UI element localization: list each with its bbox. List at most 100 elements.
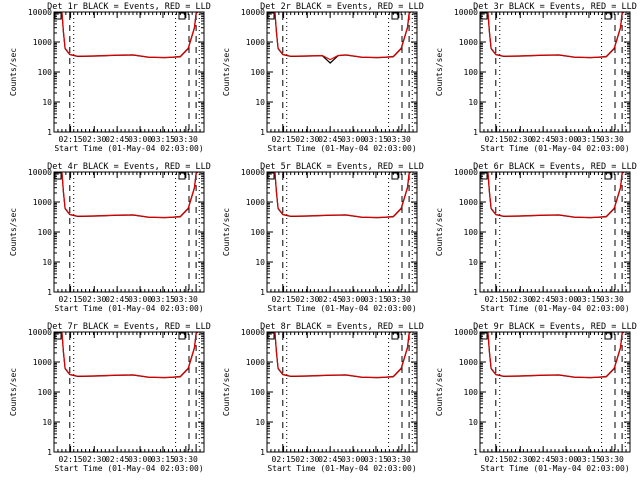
x-tick-label: 02:15 bbox=[59, 135, 83, 144]
series-lld bbox=[61, 331, 199, 379]
corner-box-left bbox=[54, 332, 62, 340]
y-tick-label: 1000 bbox=[246, 358, 265, 367]
corner-box-right bbox=[178, 12, 186, 20]
y-tick-label: 100 bbox=[251, 388, 266, 397]
x-tick-label: 03:30 bbox=[600, 135, 624, 144]
x-tick-label: 03:00 bbox=[554, 295, 578, 304]
x-tick-label: 02:15 bbox=[272, 455, 296, 464]
series-events bbox=[61, 331, 199, 379]
plot-frame bbox=[53, 331, 205, 453]
x-tick-label: 02:30 bbox=[82, 135, 106, 144]
y-tick-label: 100 bbox=[251, 228, 266, 237]
panel-title: Det 2r BLACK = Events, RED = LLD bbox=[260, 2, 424, 12]
y-axis-label: Counts/sec bbox=[222, 48, 231, 96]
corner-box-right bbox=[604, 12, 612, 20]
corner-box-right bbox=[178, 332, 186, 340]
y-tick-label: 100 bbox=[464, 228, 479, 237]
y-axis-label: Counts/sec bbox=[9, 48, 18, 96]
y-tick-label: 100 bbox=[464, 388, 479, 397]
y-axis-label: Counts/sec bbox=[435, 208, 444, 256]
x-tick-label: 02:15 bbox=[485, 295, 509, 304]
plot-frame bbox=[479, 11, 631, 133]
x-tick-label: 03:15 bbox=[364, 295, 388, 304]
y-tick-label: 1 bbox=[47, 448, 52, 457]
y-tick-label: 1000 bbox=[459, 198, 478, 207]
y-axis-label: Counts/sec bbox=[435, 48, 444, 96]
x-tick-label: 03:30 bbox=[174, 455, 198, 464]
panel-det-8: Det 8r BLACK = Events, RED = LLD Counts/s… bbox=[222, 322, 424, 473]
y-tick-label: 10000 bbox=[241, 168, 265, 177]
series-events bbox=[61, 11, 199, 59]
x-tick-label: 03:30 bbox=[387, 455, 411, 464]
panel-det-9: Det 9r BLACK = Events, RED = LLD Counts/s… bbox=[435, 322, 637, 473]
x-tick-label: 03:00 bbox=[341, 455, 365, 464]
corner-box-left bbox=[480, 12, 488, 20]
panel-det-6: Det 6r BLACK = Events, RED = LLD Counts/s… bbox=[435, 162, 637, 313]
series-events bbox=[274, 171, 412, 219]
y-tick-label: 1 bbox=[260, 448, 265, 457]
corner-box-left bbox=[54, 12, 62, 20]
x-tick-label: 03:30 bbox=[600, 455, 624, 464]
x-tick-label: 03:00 bbox=[128, 295, 152, 304]
corner-box-right bbox=[391, 172, 399, 180]
corner-box-right bbox=[391, 332, 399, 340]
x-tick-label: 03:30 bbox=[387, 135, 411, 144]
y-tick-label: 1 bbox=[260, 128, 265, 137]
x-tick-label: 02:15 bbox=[59, 295, 83, 304]
panel-det-3: Det 3r BLACK = Events, RED = LLD Counts/s… bbox=[435, 2, 637, 153]
x-tick-label: 03:00 bbox=[554, 455, 578, 464]
corner-box-left bbox=[480, 332, 488, 340]
y-tick-label: 10 bbox=[468, 418, 478, 427]
x-tick-label: 03:15 bbox=[577, 295, 601, 304]
x-tick-label: 03:30 bbox=[174, 295, 198, 304]
x-tick-label: 02:45 bbox=[318, 455, 342, 464]
plot-frame bbox=[53, 171, 205, 293]
series-lld bbox=[487, 11, 625, 59]
x-axis-label: Start Time (01-May-04 02:03:00) bbox=[480, 144, 629, 153]
y-tick-label: 100 bbox=[38, 68, 53, 77]
y-tick-label: 1000 bbox=[33, 198, 52, 207]
corner-box-right bbox=[604, 332, 612, 340]
y-tick-label: 100 bbox=[38, 228, 53, 237]
series-lld bbox=[274, 11, 412, 61]
y-tick-label: 10000 bbox=[28, 328, 52, 337]
y-tick-label: 10000 bbox=[28, 168, 52, 177]
y-tick-label: 100 bbox=[464, 68, 479, 77]
series-events bbox=[487, 331, 625, 379]
x-tick-label: 02:45 bbox=[105, 455, 129, 464]
x-tick-label: 02:30 bbox=[508, 295, 532, 304]
x-axis-label: Start Time (01-May-04 02:03:00) bbox=[480, 304, 629, 313]
x-axis-label: Start Time (01-May-04 02:03:00) bbox=[54, 464, 203, 473]
x-tick-label: 03:00 bbox=[128, 455, 152, 464]
y-tick-label: 10000 bbox=[28, 8, 52, 17]
y-tick-label: 10 bbox=[42, 98, 52, 107]
y-tick-label: 10 bbox=[255, 258, 265, 267]
y-tick-label: 100 bbox=[251, 68, 266, 77]
panel-title: Det 5r BLACK = Events, RED = LLD bbox=[260, 162, 424, 172]
x-axis-label: Start Time (01-May-04 02:03:00) bbox=[267, 464, 416, 473]
panel-title: Det 4r BLACK = Events, RED = LLD bbox=[47, 162, 211, 172]
plot-frame bbox=[479, 331, 631, 453]
y-axis-label: Counts/sec bbox=[222, 208, 231, 256]
series-events bbox=[487, 171, 625, 219]
x-tick-label: 02:45 bbox=[105, 135, 129, 144]
y-tick-label: 10 bbox=[255, 418, 265, 427]
y-tick-label: 1 bbox=[473, 128, 478, 137]
x-tick-label: 03:00 bbox=[341, 135, 365, 144]
x-tick-label: 02:15 bbox=[59, 455, 83, 464]
x-axis-label: Start Time (01-May-04 02:03:00) bbox=[54, 144, 203, 153]
y-tick-label: 10 bbox=[468, 98, 478, 107]
x-tick-label: 02:30 bbox=[295, 135, 319, 144]
y-tick-label: 1000 bbox=[33, 358, 52, 367]
panel-det-2: Det 2r BLACK = Events, RED = LLD Counts/s… bbox=[222, 2, 424, 153]
plot-frame bbox=[266, 11, 418, 133]
x-tick-label: 03:30 bbox=[174, 135, 198, 144]
y-tick-label: 10000 bbox=[454, 168, 478, 177]
x-axis-label: Start Time (01-May-04 02:03:00) bbox=[267, 144, 416, 153]
x-tick-label: 02:45 bbox=[318, 135, 342, 144]
y-tick-label: 1 bbox=[473, 288, 478, 297]
x-tick-label: 02:45 bbox=[531, 135, 555, 144]
series-events bbox=[274, 331, 412, 379]
series-lld bbox=[487, 331, 625, 379]
